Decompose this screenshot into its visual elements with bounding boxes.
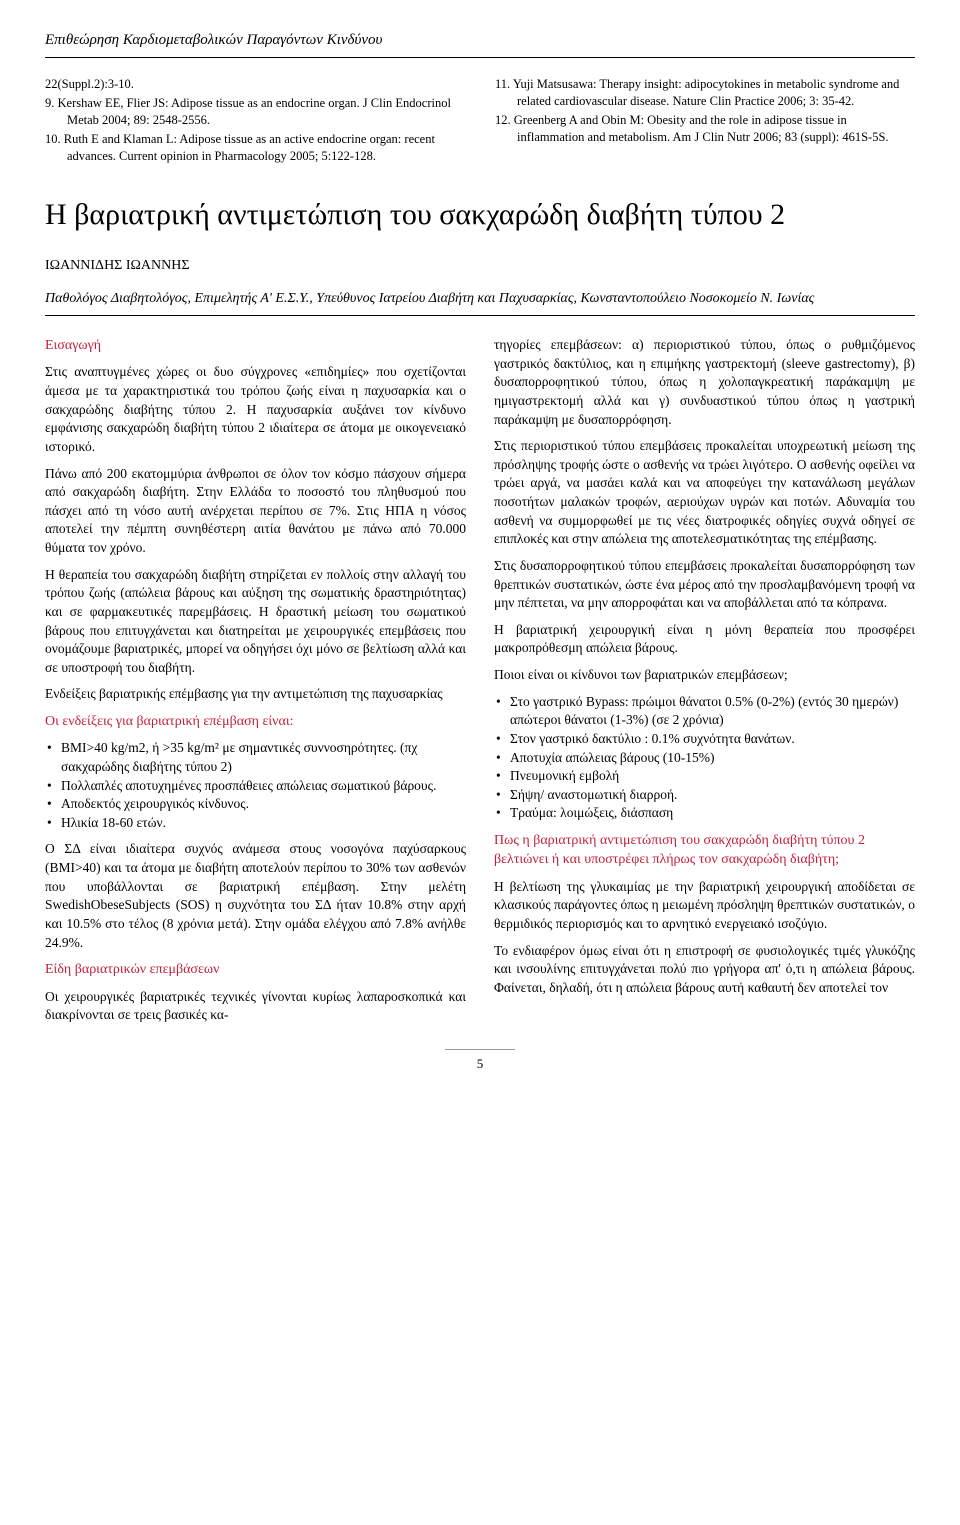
ref-item: 12. Greenberg A and Obin M: Obesity and … xyxy=(495,112,915,146)
refs-right-col: 11. Yuji Matsusawa: Therapy insight: adi… xyxy=(495,76,915,166)
header-rule xyxy=(45,57,915,58)
paragraph: Ποιοι είναι οι κίνδυνοι των βαριατρικών … xyxy=(494,666,915,685)
section-heading-improvement: Πως η βαριατρική αντιμετώπιση του σακχαρ… xyxy=(494,831,915,870)
paragraph: Ο ΣΔ είναι ιδιαίτερα συχνός ανάμεσα στου… xyxy=(45,840,466,952)
paragraph: Στις περιοριστικού τύπου επεμβάσεις προκ… xyxy=(494,437,915,549)
risks-list: Στο γαστρικό Bypass: πρώιμοι θάνατοι 0.5… xyxy=(494,693,915,823)
ref-item: 11. Yuji Matsusawa: Therapy insight: adi… xyxy=(495,76,915,110)
section-heading-indications: Οι ενδείξεις για βαριατρική επέμβαση είν… xyxy=(45,712,466,731)
page-number: 5 xyxy=(45,1055,915,1073)
ref-item: 9. Kershaw EE, Flier JS: Adipose tissue … xyxy=(45,95,465,129)
list-item: Σήψη/ αναστομωτική διαρροή. xyxy=(494,786,915,805)
body-columns: Εισαγωγή Στις αναπτυγμένες χώρες οι δυο … xyxy=(45,336,915,1033)
author-name: ΙΩΑΝΝΙΔΗΣ ΙΩΑΝΝΗΣ xyxy=(45,256,915,276)
list-item: Αποδεκτός χειρουργικός κίνδυνος. xyxy=(45,795,466,814)
references-block: 22(Suppl.2):3-10. 9. Kershaw EE, Flier J… xyxy=(45,76,915,166)
section-heading-intro: Εισαγωγή xyxy=(45,336,466,355)
list-item: Πολλαπλές αποτυχημένες προσπάθειες απώλε… xyxy=(45,777,466,796)
paragraph: Ενδείξεις βαριατρικής επέμβασης για την … xyxy=(45,685,466,704)
paragraph: Οι χειρουργικές βαριατρικές τεχνικές γίν… xyxy=(45,988,466,1025)
paragraph: Στις αναπτυγμένες χώρες οι δυο σύγχρονες… xyxy=(45,363,466,456)
list-item: Στον γαστρικό δακτύλιο : 0.1% συχνότητα … xyxy=(494,730,915,749)
list-item: Πνευμονική εμβολή xyxy=(494,767,915,786)
affiliation-rule xyxy=(45,315,915,316)
list-item: Ηλικία 18-60 ετών. xyxy=(45,814,466,833)
indications-list: BMI>40 kg/m2, ή >35 kg/m² με σημαντικές … xyxy=(45,739,466,832)
paragraph: Στις δυσαπορροφητικού τύπου επεμβάσεις π… xyxy=(494,557,915,613)
journal-header: Επιθεώρηση Καρδιομεταβολικών Παραγόντων … xyxy=(45,30,915,51)
article-title: Η βαριατρική αντιμετώπιση του σακχαρώδη … xyxy=(45,196,915,234)
paragraph: Το ενδιαφέρον όμως είναι ότι η επιστροφή… xyxy=(494,942,915,998)
list-item: Τραύμα: λοιμώξεις, διάσπαση xyxy=(494,804,915,823)
paragraph: Η θεραπεία του σακχαρώδη διαβήτη στηρίζε… xyxy=(45,566,466,678)
ref-item: 10. Ruth E and Klaman L: Adipose tissue … xyxy=(45,131,465,165)
right-column: τηγορίες επεμβάσεων: α) περιοριστικού τύ… xyxy=(494,336,915,1033)
list-item: Αποτυχία απώλειας βάρους (10-15%) xyxy=(494,749,915,768)
author-affiliation: Παθολόγος Διαβητολόγος, Επιμελητής Α' Ε.… xyxy=(45,289,915,309)
paragraph: Η βαριατρική χειρουργική είναι η μόνη θε… xyxy=(494,621,915,658)
list-item: BMI>40 kg/m2, ή >35 kg/m² με σημαντικές … xyxy=(45,739,466,776)
paragraph: τηγορίες επεμβάσεων: α) περιοριστικού τύ… xyxy=(494,336,915,429)
left-column: Εισαγωγή Στις αναπτυγμένες χώρες οι δυο … xyxy=(45,336,466,1033)
refs-left-col: 22(Suppl.2):3-10. 9. Kershaw EE, Flier J… xyxy=(45,76,465,166)
paragraph: Η βελτίωση της γλυκαιμίας με την βαριατρ… xyxy=(494,878,915,934)
ref-item: 22(Suppl.2):3-10. xyxy=(45,76,465,93)
list-item: Στο γαστρικό Bypass: πρώιμοι θάνατοι 0.5… xyxy=(494,693,915,730)
section-heading-types: Είδη βαριατρικών επεμβάσεων xyxy=(45,960,466,979)
paragraph: Πάνω από 200 εκατομμύρια άνθρωποι σε όλο… xyxy=(45,465,466,558)
